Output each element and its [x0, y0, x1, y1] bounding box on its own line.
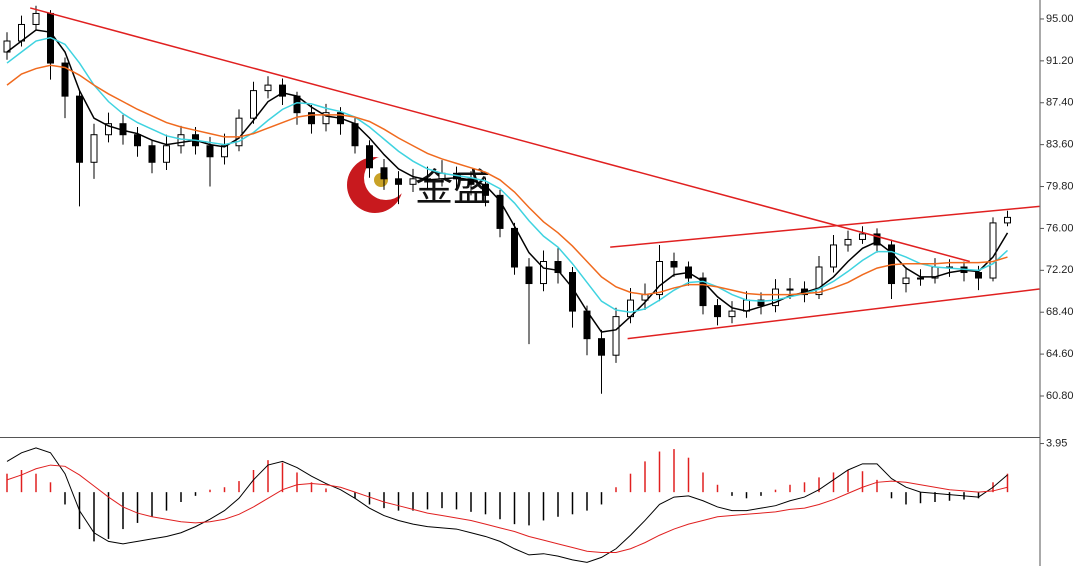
candle-body — [482, 183, 489, 196]
candle-body — [699, 277, 707, 307]
candle-body — [873, 233, 881, 246]
candle-body — [264, 84, 272, 92]
indicator-line — [6, 464, 1008, 553]
candle-body — [496, 194, 504, 229]
y-tick-label: 83.60 — [1046, 139, 1074, 151]
y-tick-label: 79.80 — [1046, 180, 1074, 192]
candle-body — [177, 134, 185, 147]
watermark-text: 金盛 — [415, 166, 491, 210]
candle-body — [76, 95, 83, 163]
candle-body — [322, 112, 330, 125]
candle-body — [772, 288, 779, 307]
candle-body — [554, 260, 562, 274]
y-tick-label: 60.80 — [1046, 390, 1074, 402]
candle-body — [786, 288, 794, 291]
candle-body — [221, 145, 228, 158]
candle-body — [598, 338, 605, 356]
candle-body — [308, 112, 315, 125]
candle-body — [902, 277, 910, 285]
candle-body — [32, 12, 40, 25]
indicator-line — [6, 447, 1008, 563]
candle-body — [670, 260, 678, 268]
candle-body — [525, 266, 533, 285]
candle-body — [975, 272, 982, 279]
candle-body — [395, 178, 402, 185]
candle-body — [90, 134, 98, 163]
candle-body — [1004, 216, 1011, 224]
candle-body — [757, 299, 765, 307]
y-tick-label: 72.20 — [1046, 264, 1074, 276]
candle-body — [830, 244, 837, 268]
candle-body — [656, 260, 663, 296]
candle-body — [163, 145, 170, 163]
trend-line — [610, 205, 1040, 248]
candle-body — [917, 277, 924, 280]
y-tick-label: 3.95 — [1046, 437, 1067, 449]
candle-body — [134, 134, 141, 147]
y-tick-label: 68.40 — [1046, 306, 1074, 318]
candle-body — [380, 167, 388, 180]
candle-body — [279, 84, 286, 97]
y-tick-label: 95.00 — [1046, 13, 1074, 25]
candle-body — [540, 260, 547, 285]
candle-body — [409, 178, 417, 185]
candle-body — [714, 305, 721, 318]
candle-body — [206, 145, 214, 158]
trend-line — [30, 7, 970, 263]
candle-body — [148, 145, 156, 163]
candle-body — [859, 233, 866, 240]
candle-body — [612, 316, 620, 356]
y-tick-label: 87.40 — [1046, 97, 1074, 109]
candle-body — [743, 299, 750, 312]
y-tick-label: 76.00 — [1046, 222, 1074, 234]
candle-body — [105, 123, 112, 136]
indicator-line — [6, 29, 1009, 333]
candle-body — [250, 90, 257, 119]
y-tick-label: 91.20 — [1046, 55, 1074, 67]
candle-body — [844, 238, 852, 246]
candle-body — [235, 117, 243, 147]
trend-line — [627, 288, 1040, 340]
indicator-line — [6, 64, 1008, 296]
candle-body — [511, 227, 518, 268]
candle-body — [989, 222, 997, 279]
candle-body — [351, 123, 359, 147]
candle-body — [815, 266, 823, 296]
candle-body — [366, 145, 373, 169]
candle-body — [61, 62, 69, 97]
y-tick-label: 64.60 — [1046, 348, 1074, 360]
candle-body — [728, 310, 736, 318]
indicator-line — [6, 36, 1009, 313]
